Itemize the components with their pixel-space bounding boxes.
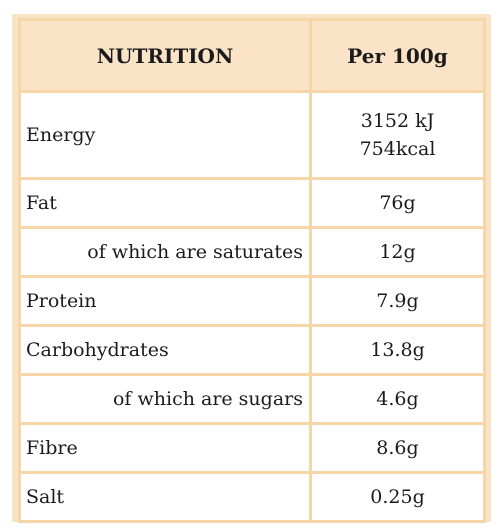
nutrient-value-saturates: 12g [309,226,486,278]
table-row: of which are saturates 12g [18,226,486,278]
nutrient-value-fat: 76g [309,177,486,229]
nutrient-name-salt: Salt [18,471,312,523]
nutrient-name-fibre: Fibre [18,422,312,474]
header-row: NUTRITION Per 100g [18,18,486,93]
table-row: Fibre 8.6g [18,422,486,474]
nutrient-column-header: NUTRITION [18,18,312,93]
table-row: Protein 7.9g [18,275,486,327]
nutrient-name-fat: Fat [18,177,312,229]
nutrient-name-saturates: of which are saturates [18,226,312,278]
table-row: Salt 0.25g [18,471,486,523]
nutrient-value-protein: 7.9g [309,275,486,327]
nutrient-value-carbohydrates: 13.8g [309,324,486,376]
nutrient-value-salt: 0.25g [309,471,486,523]
nutrient-name-carbohydrates: Carbohydrates [18,324,312,376]
table-row: Carbohydrates 13.8g [18,324,486,376]
energy-kj-value: 3152 kJ [360,110,435,132]
value-column-header: Per 100g [309,18,486,93]
nutrient-name-protein: Protein [18,275,312,327]
nutrient-value-sugars: 4.6g [309,373,486,425]
nutrient-name-sugars: of which are sugars [18,373,312,425]
nutrient-value-energy: 3152 kJ 754kcal [309,90,486,180]
table-row: Energy 3152 kJ 754kcal [18,90,486,180]
table-row: Fat 76g [18,177,486,229]
energy-kcal-value: 754kcal [359,138,436,160]
nutrient-value-fibre: 8.6g [309,422,486,474]
nutrient-name-energy: Energy [18,90,312,180]
table-row: of which are sugars 4.6g [18,373,486,425]
nutrition-table: NUTRITION Per 100g Energy 3152 kJ 754kca… [18,18,486,523]
